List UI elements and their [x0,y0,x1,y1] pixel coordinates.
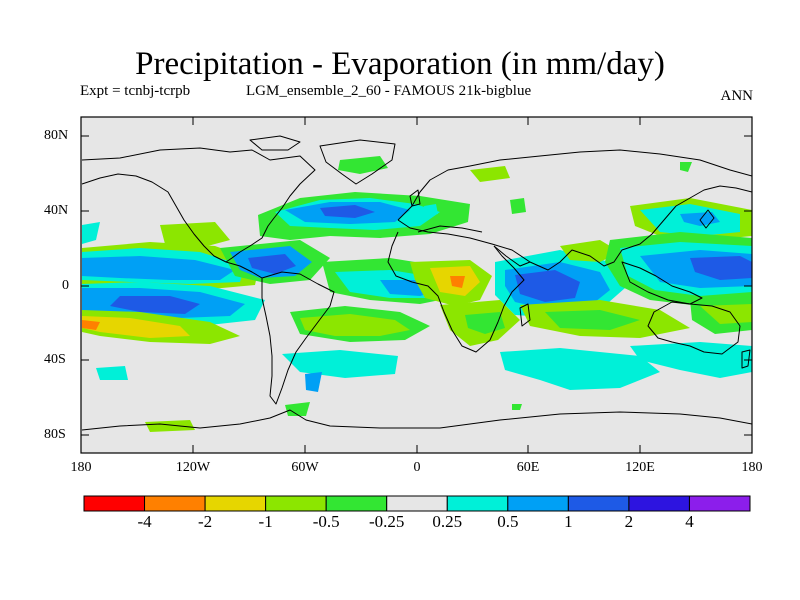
season-label: ANN [720,88,754,104]
lon-label-120e: 120E [625,460,655,475]
field-region [560,240,620,262]
coastlines [81,135,752,431]
coast-british-isles [409,189,421,207]
colorbar-label: 0.5 [497,512,519,531]
coast-south-america [261,271,335,405]
colorbar-box [325,495,388,512]
coast-arctic-islands [249,135,301,151]
precip-evap-field [82,156,752,432]
coast-arabia [493,245,531,267]
coast-new-zealand [741,349,751,369]
field-region [300,314,410,336]
field-region [500,348,660,390]
lon-label-120w: 120W [175,460,211,475]
field-region [424,204,438,216]
field-region [82,256,235,280]
coast-japan [699,209,715,229]
colorbar-label: -2 [197,512,213,531]
coast-central-america [225,261,263,279]
colorbar-box [83,495,146,512]
coast-eurasia-north [397,149,752,221]
field-region [690,256,752,280]
coast-mediterranean [417,225,483,233]
colorbar-box [507,495,569,512]
colorbar-box [386,495,448,512]
field-region [110,296,200,314]
lon-label-60e: 60E [516,460,540,475]
field-region [700,304,752,324]
colorbar-label: -0.25 [369,512,405,531]
lat-label-0: 0 [62,278,69,293]
colorbar-box [144,495,206,512]
field-region [82,320,100,330]
map-title: Precipitation - Evaporation (in mm/day) [135,46,665,82]
coast-north-america [81,147,316,263]
colorbar-label: 0.25 [432,512,463,531]
field-region [320,205,375,218]
field-region [82,222,100,244]
colorbar-label: -0.5 [312,512,340,531]
lon-label-180e: 180 [741,460,763,475]
lat-label-80s: 80S [44,427,66,442]
field-region [515,270,580,302]
coast-sunda [621,261,703,305]
colorbar-label: -1 [258,512,273,531]
field-region [145,420,195,432]
field-region [248,254,296,274]
colorbar [83,495,751,512]
coast-eurasia-south [397,185,752,271]
colorbar-box [567,495,630,512]
colorbar-label: 4 [685,512,694,531]
lat-ticks [81,135,752,436]
field-region [450,276,465,288]
field-region [305,372,322,392]
colorbar-box [265,495,327,512]
colorbar-label: 2 [624,512,634,531]
experiment-label: Expt = tcnbj-tcrpb [80,83,191,99]
field-region [282,350,398,378]
field-region [285,402,310,416]
field-region [680,162,692,172]
colorbar-box [688,495,751,512]
field-region [338,156,388,174]
colorbar-label: 1 [564,512,573,531]
coast-africa [387,231,525,353]
lat-label-80n: 80N [44,128,69,143]
colorbar-label: -4 [137,512,152,531]
field-region [82,316,190,338]
colorbar-box [204,495,267,512]
lon-ticks [192,117,641,453]
colorbar-box [628,495,690,512]
field-region [512,404,522,410]
field-region [545,310,640,330]
coast-greenland [319,139,396,185]
colorbar-box [446,495,509,512]
ensemble-label: LGM_ensemble_2_60 - FAMOUS 21k-bigblue [246,83,532,99]
lon-label-0: 0 [413,460,421,475]
field-region [470,166,510,182]
field-region [96,366,128,380]
lat-label-40s: 40S [44,352,66,367]
coast-antarctica [81,409,752,431]
lat-label-40n: 40N [44,203,69,218]
field-region [510,198,526,214]
lon-label-60w: 60W [291,460,319,475]
lon-label-180w: 180 [70,460,92,475]
coast-madagascar [519,303,531,327]
coast-australia [647,301,741,355]
field-region [630,342,752,378]
